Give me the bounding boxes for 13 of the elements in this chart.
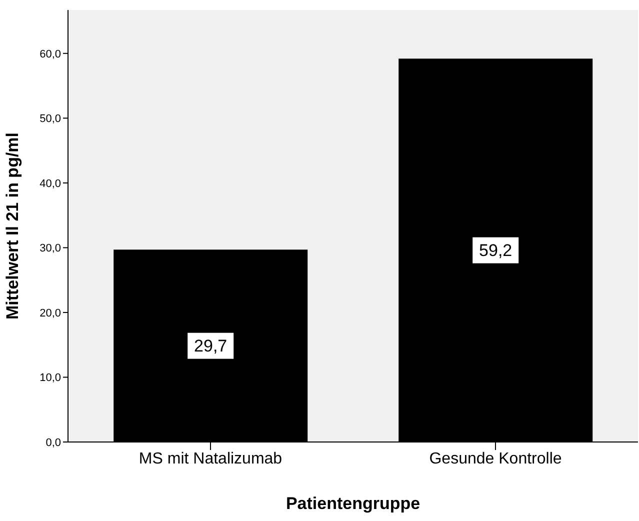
y-tick-label: 30,0	[40, 242, 61, 255]
data-label: 29,7	[194, 336, 228, 356]
y-tick-label: 50,0	[40, 113, 61, 126]
x-axis-title: Patientengruppe	[286, 494, 420, 513]
y-tick-label: 40,0	[40, 178, 61, 190]
y-axis-title: Mittelwert Il 21 in pg/ml	[3, 132, 22, 320]
data-label: 59,2	[479, 240, 512, 260]
y-tick-label: 20,0	[40, 307, 61, 320]
y-tick-label: 60,0	[40, 48, 61, 60]
x-tick-label: MS mit Natalizumab	[138, 450, 282, 468]
x-tick-label: Gesunde Kontrolle	[429, 450, 562, 468]
y-tick-label: 10,0	[40, 372, 61, 384]
y-tick-label: 0,0	[46, 436, 61, 449]
